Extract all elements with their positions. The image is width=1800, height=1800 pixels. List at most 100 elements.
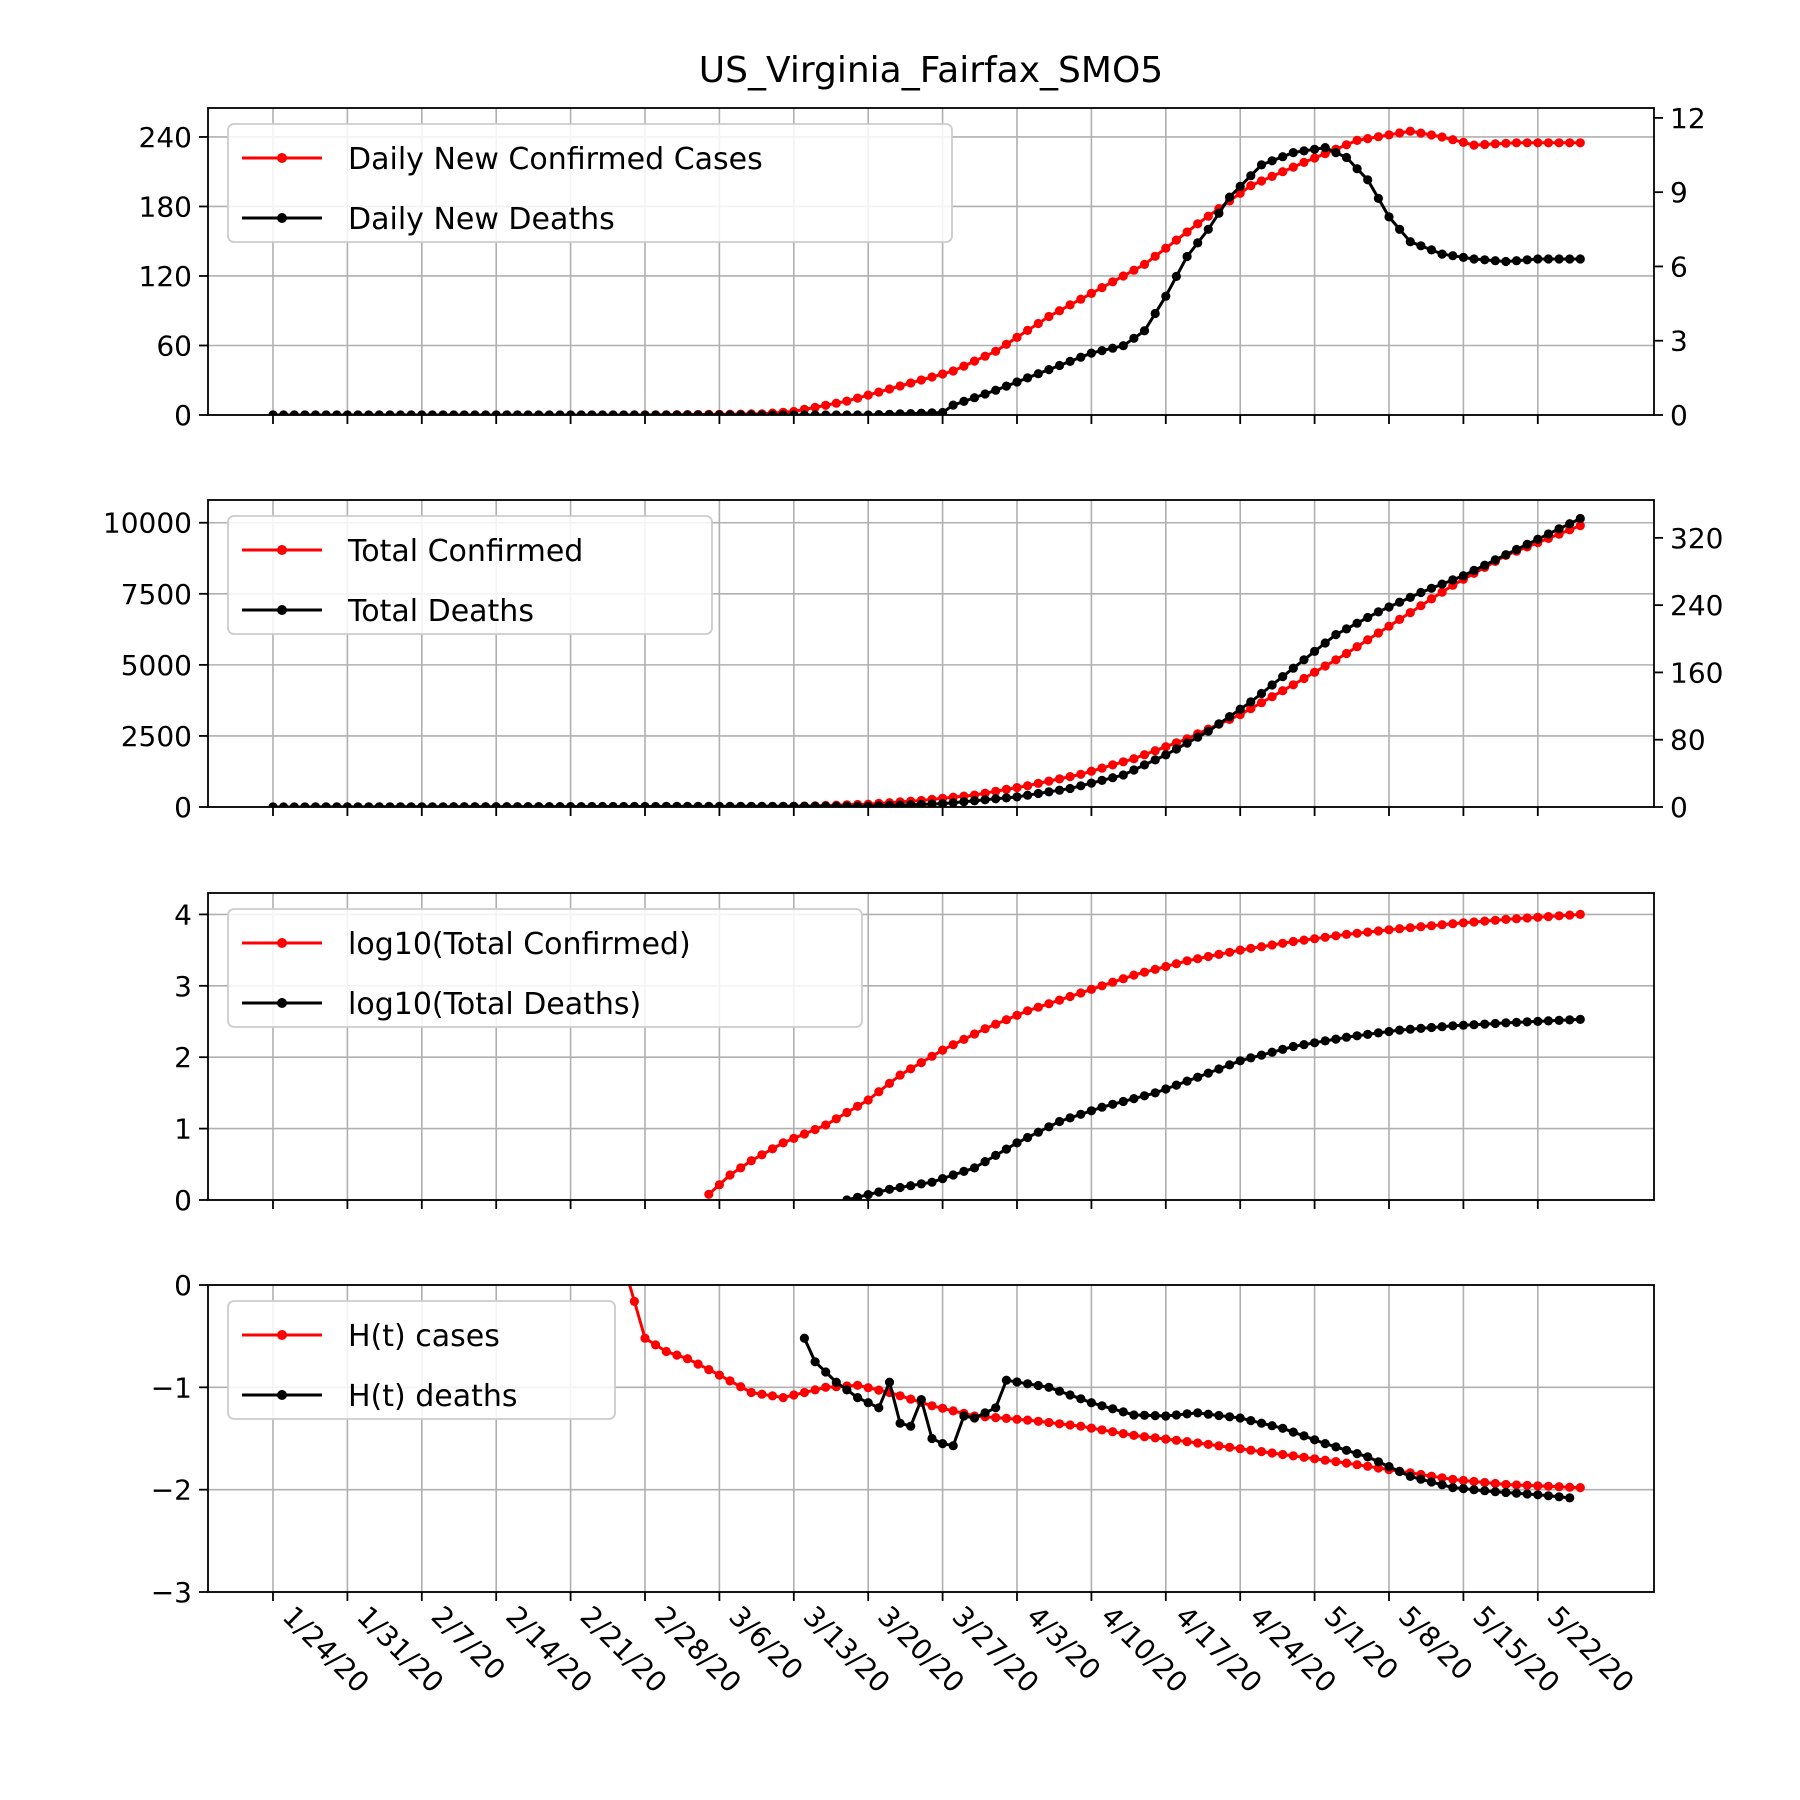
series-point xyxy=(1565,138,1575,148)
series-point xyxy=(906,409,916,415)
series-point xyxy=(651,1340,661,1350)
y-tick-label: 1 xyxy=(174,1113,192,1146)
series-point xyxy=(1150,755,1160,765)
series-point xyxy=(1416,1023,1426,1033)
series-point xyxy=(1278,1423,1288,1433)
series-point xyxy=(523,802,533,807)
series-point xyxy=(289,802,299,807)
series-point xyxy=(1076,294,1086,304)
series-point xyxy=(1012,377,1022,387)
series-point xyxy=(1543,1491,1553,1501)
series-point xyxy=(980,795,990,805)
series-point xyxy=(1076,1109,1086,1119)
series-point xyxy=(1097,1425,1107,1435)
series-point xyxy=(470,802,480,807)
series-point xyxy=(1363,175,1373,185)
series-point xyxy=(1490,915,1500,925)
series-point xyxy=(906,800,916,807)
series-point xyxy=(1150,1433,1160,1443)
series-point xyxy=(853,1393,863,1403)
series-point xyxy=(502,802,512,807)
legend-label: log10(Total Deaths) xyxy=(348,987,641,1022)
series-point xyxy=(1458,252,1468,262)
legend-label: Daily New Deaths xyxy=(348,202,615,237)
series-group xyxy=(268,126,1585,415)
y-tick-label: 10000 xyxy=(103,507,192,540)
series-point xyxy=(853,1192,863,1200)
series-point xyxy=(959,797,969,807)
axes-frame xyxy=(207,107,1655,416)
series-point xyxy=(1108,343,1118,353)
series-point xyxy=(449,802,459,807)
series-point xyxy=(544,802,554,807)
series-point xyxy=(799,801,809,807)
series-point xyxy=(1278,686,1288,696)
series-point xyxy=(1331,655,1341,665)
series-point xyxy=(427,410,437,415)
series-point xyxy=(1458,918,1468,928)
series-point xyxy=(863,1190,873,1200)
series-point xyxy=(1076,781,1086,791)
series-point xyxy=(1118,341,1128,351)
series-point xyxy=(1193,1438,1203,1448)
series-point xyxy=(778,410,788,415)
series-point xyxy=(491,802,501,807)
series-point xyxy=(491,410,501,415)
series-point xyxy=(1320,1439,1330,1449)
series-point xyxy=(1469,565,1479,576)
y-tick-label: −1 xyxy=(151,1371,192,1404)
series-point xyxy=(1033,778,1043,789)
series-point xyxy=(1001,1144,1012,1154)
series-point xyxy=(1108,760,1118,770)
series-point xyxy=(1118,757,1128,767)
series-point xyxy=(1023,373,1033,383)
series-point xyxy=(1203,726,1213,736)
series-point xyxy=(1150,1411,1160,1421)
series-point xyxy=(1416,601,1426,611)
series-point xyxy=(767,801,778,807)
series-point xyxy=(1310,1454,1320,1464)
legend: Daily New Confirmed Cases Daily New Death… xyxy=(227,123,953,243)
series-point xyxy=(1299,935,1309,945)
series-point xyxy=(1139,1410,1150,1420)
series-point xyxy=(1267,1448,1277,1458)
series-point xyxy=(374,802,384,807)
series-point xyxy=(1235,704,1245,714)
series-point xyxy=(1480,1477,1490,1488)
series-point xyxy=(1246,1445,1256,1455)
series-point xyxy=(310,802,321,807)
series-point xyxy=(1575,909,1585,920)
series-point xyxy=(1267,1421,1277,1431)
series-point xyxy=(1182,251,1192,262)
series-point xyxy=(1554,138,1564,148)
series-point xyxy=(1437,579,1447,589)
series-point xyxy=(1533,534,1543,544)
series-point xyxy=(1193,219,1203,229)
series-point xyxy=(1129,1430,1139,1440)
legend-marker xyxy=(277,938,287,948)
series-point xyxy=(1097,283,1107,293)
series-point xyxy=(1150,308,1160,319)
series-point xyxy=(1469,917,1479,927)
series-point xyxy=(1469,140,1479,150)
series-point xyxy=(661,410,671,415)
series-point xyxy=(1246,1416,1256,1426)
series-point xyxy=(874,387,884,397)
series-point xyxy=(821,400,831,410)
series-point xyxy=(1086,778,1096,788)
series-point xyxy=(1256,698,1267,708)
series-point xyxy=(385,802,395,807)
series-point xyxy=(991,1403,1001,1413)
series-point xyxy=(799,1129,810,1139)
series-point xyxy=(1139,326,1150,336)
series-point xyxy=(1501,1479,1511,1490)
series-point xyxy=(1129,265,1139,275)
series-point xyxy=(608,410,618,415)
series-point xyxy=(1256,1447,1267,1457)
series-point xyxy=(736,801,746,807)
series-point xyxy=(1554,1492,1564,1502)
series-point xyxy=(1565,910,1575,920)
series-point xyxy=(874,1403,884,1413)
series-point xyxy=(1310,144,1320,154)
series-point xyxy=(1310,934,1320,944)
